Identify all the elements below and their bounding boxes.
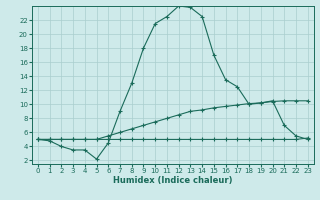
X-axis label: Humidex (Indice chaleur): Humidex (Indice chaleur) [113, 176, 233, 185]
